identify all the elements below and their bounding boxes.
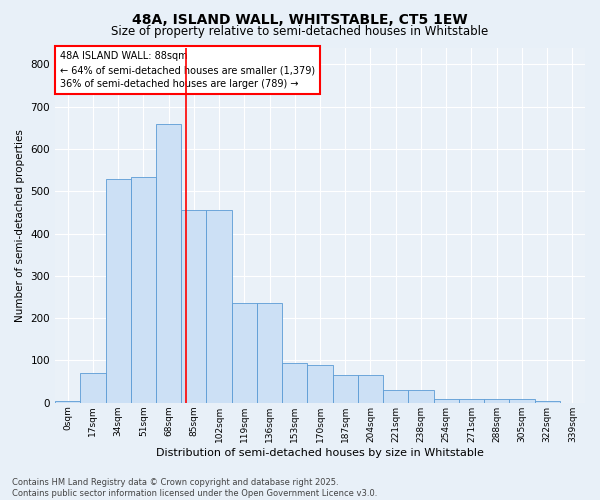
Bar	[409, 390, 434, 403]
Bar	[257, 304, 282, 403]
Bar	[232, 304, 257, 403]
Text: Contains HM Land Registry data © Crown copyright and database right 2025.
Contai: Contains HM Land Registry data © Crown c…	[12, 478, 377, 498]
Bar	[307, 364, 332, 403]
Bar	[509, 398, 535, 403]
Bar	[156, 124, 181, 403]
Bar	[484, 398, 509, 403]
Bar	[383, 390, 409, 403]
Bar	[80, 373, 106, 403]
Text: Size of property relative to semi-detached houses in Whitstable: Size of property relative to semi-detach…	[112, 25, 488, 38]
X-axis label: Distribution of semi-detached houses by size in Whitstable: Distribution of semi-detached houses by …	[156, 448, 484, 458]
Bar	[181, 210, 206, 403]
Bar	[358, 376, 383, 403]
Bar	[131, 176, 156, 403]
Bar	[206, 210, 232, 403]
Bar	[282, 362, 307, 403]
Text: 48A, ISLAND WALL, WHITSTABLE, CT5 1EW: 48A, ISLAND WALL, WHITSTABLE, CT5 1EW	[132, 12, 468, 26]
Y-axis label: Number of semi-detached properties: Number of semi-detached properties	[15, 128, 25, 322]
Bar	[332, 376, 358, 403]
Text: 48A ISLAND WALL: 88sqm
← 64% of semi-detached houses are smaller (1,379)
36% of : 48A ISLAND WALL: 88sqm ← 64% of semi-det…	[61, 51, 316, 89]
Bar	[535, 400, 560, 403]
Bar	[459, 398, 484, 403]
Bar	[55, 400, 80, 403]
Bar	[106, 178, 131, 403]
Bar	[434, 398, 459, 403]
